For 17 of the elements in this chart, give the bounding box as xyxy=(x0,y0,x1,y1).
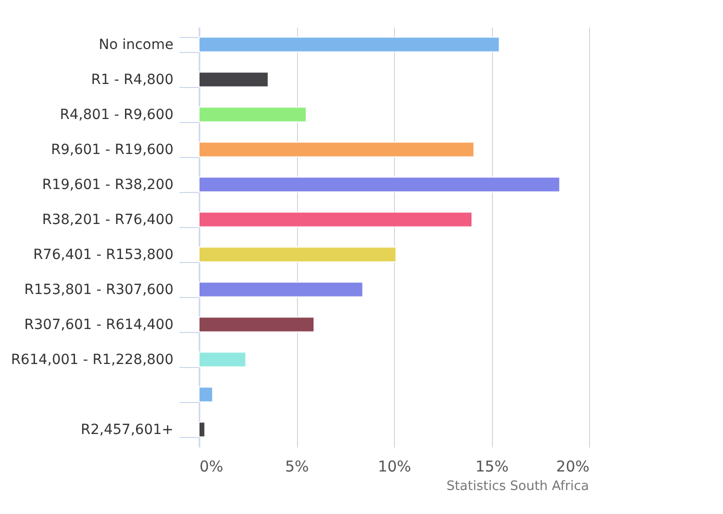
y-tick-label: No income xyxy=(98,37,174,53)
y-tick-label: R1 - R4,800 xyxy=(91,72,174,88)
x-tick-label: 5% xyxy=(285,458,309,476)
y-tick-label: R38,201 - R76,400 xyxy=(42,212,174,228)
y-tick-label: R153,801 - R307,600 xyxy=(24,282,174,298)
x-tick-label: 0% xyxy=(200,458,224,476)
y-tick-label: R307,601 - R614,400 xyxy=(24,317,174,333)
x-tick-label: 15% xyxy=(475,458,509,476)
y-tick-label: R2,457,601+ xyxy=(80,422,174,438)
y-tick-label: R9,601 - R19,600 xyxy=(51,142,174,158)
y-tick-label: R76,401 - R153,800 xyxy=(33,247,174,263)
y-tick-label: R614,001 - R1,228,800 xyxy=(10,352,174,368)
x-tick-label: 20% xyxy=(556,458,590,476)
y-tick-label: R4,801 - R9,600 xyxy=(60,107,174,123)
y-tick-label: R19,601 - R38,200 xyxy=(42,177,174,193)
x-tick-label: 10% xyxy=(378,458,412,476)
text: Statistics South Africa xyxy=(446,479,589,494)
